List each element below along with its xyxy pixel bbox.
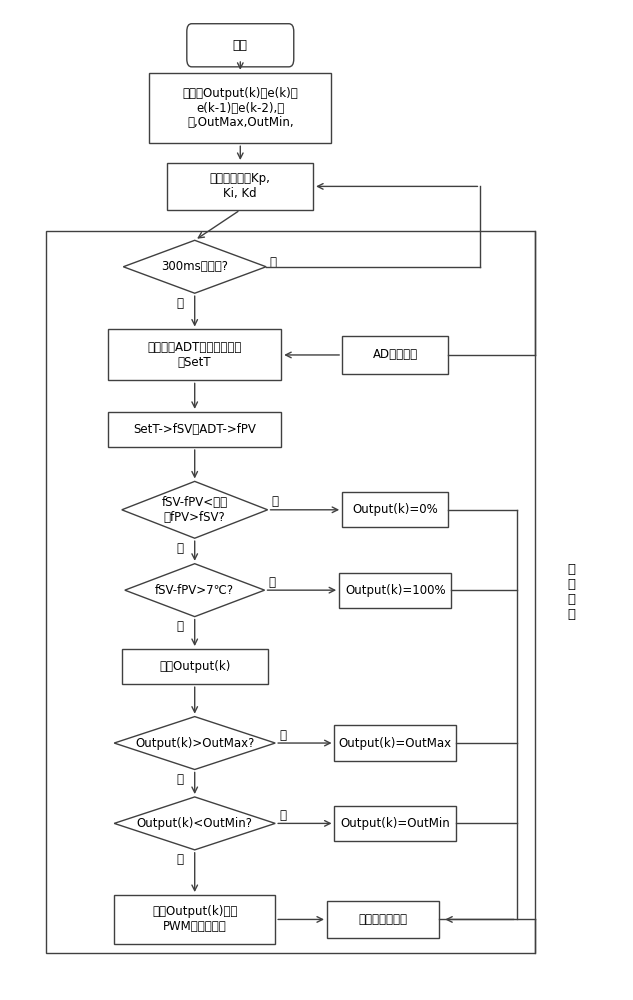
Text: Output(k)=0%: Output(k)=0% <box>353 503 438 516</box>
Text: Output(k)=OutMax: Output(k)=OutMax <box>339 737 452 750</box>
Text: 根据Output(k)调节
PWM输出百分比: 根据Output(k)调节 PWM输出百分比 <box>152 905 237 933</box>
Text: 控制加热器通断: 控制加热器通断 <box>358 913 408 926</box>
Text: 开始: 开始 <box>233 39 248 52</box>
Bar <box>108 412 281 447</box>
Text: 是: 是 <box>272 495 279 508</box>
Text: 计算Output(k): 计算Output(k) <box>159 660 230 673</box>
Bar <box>167 163 313 210</box>
Text: Output(k)>OutMax?: Output(k)>OutMax? <box>135 737 254 750</box>
Text: SetT->fSV；ADT->fPV: SetT->fSV；ADT->fPV <box>134 423 256 436</box>
Text: 是: 是 <box>268 576 275 589</box>
Text: 采集温度ADT，获取设定温
度SetT: 采集温度ADT，获取设定温 度SetT <box>147 341 242 369</box>
Text: fSV-fPV>7℃?: fSV-fPV>7℃? <box>155 584 234 597</box>
Text: Output(k)=OutMin: Output(k)=OutMin <box>341 817 450 830</box>
Bar <box>108 329 281 380</box>
Bar <box>46 231 535 953</box>
Bar <box>122 649 268 684</box>
Bar <box>334 725 456 761</box>
Polygon shape <box>114 797 275 850</box>
Text: fSV-fPV<死区
或fPV>fSV?: fSV-fPV<死区 或fPV>fSV? <box>161 496 228 524</box>
Text: 否: 否 <box>176 773 183 786</box>
Bar <box>327 901 439 938</box>
Text: 否: 否 <box>270 256 277 269</box>
Bar <box>334 806 456 841</box>
Bar <box>342 336 448 374</box>
Text: 是: 是 <box>279 809 286 822</box>
Bar <box>149 73 332 143</box>
Polygon shape <box>123 240 266 293</box>
Bar <box>339 573 451 608</box>
Text: 是: 是 <box>279 729 286 742</box>
Text: Output(k)<OutMin?: Output(k)<OutMin? <box>137 817 253 830</box>
Text: 否: 否 <box>176 542 183 555</box>
Polygon shape <box>114 717 275 770</box>
Text: 是: 是 <box>176 297 183 310</box>
FancyBboxPatch shape <box>187 24 294 67</box>
Text: 设置控制参数Kp,
Ki, Kd: 设置控制参数Kp, Ki, Kd <box>210 172 271 200</box>
Bar <box>342 492 448 527</box>
Text: 否: 否 <box>176 620 183 633</box>
Bar <box>114 895 275 944</box>
Text: Output(k)=100%: Output(k)=100% <box>345 584 446 597</box>
Polygon shape <box>125 564 265 617</box>
Text: AD采集单元: AD采集单元 <box>373 348 418 361</box>
Text: 300ms周期到?: 300ms周期到? <box>161 260 229 273</box>
Text: 初始化Output(k)、e(k)、
e(k-1)、e(k-2),死
区,OutMax,OutMin,: 初始化Output(k)、e(k)、 e(k-1)、e(k-2),死 区,Out… <box>182 87 298 129</box>
Text: 否: 否 <box>176 853 183 866</box>
Polygon shape <box>122 481 268 538</box>
Text: 温
控
系
统: 温 控 系 统 <box>567 563 575 621</box>
